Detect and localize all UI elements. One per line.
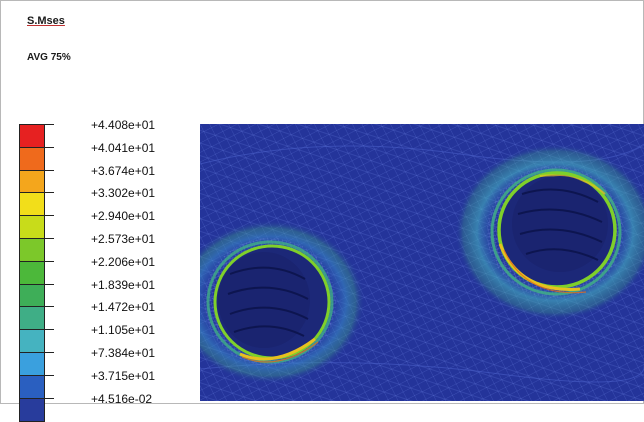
legend-value-label: +4.516e-02 (91, 391, 153, 406)
model-viewport[interactable] (200, 124, 644, 401)
legend-value-label: +1.472e+01 (91, 300, 156, 315)
legend-tick (44, 352, 54, 353)
legend-color-block (19, 306, 45, 331)
legend-color-block (19, 146, 45, 171)
legend-tick (44, 146, 54, 148)
legend-color-block (19, 397, 45, 422)
right-bolt-hole (455, 144, 644, 320)
legend-color-block (19, 238, 45, 262)
legend-value-label: +1.105e+01 (91, 323, 156, 338)
legend-tick (44, 169, 54, 171)
legend-color-block (19, 260, 45, 285)
averaging-label: AVG 75% (27, 52, 71, 63)
legend-value-label: +4.408e+01 (91, 118, 156, 132)
legend-tick (44, 283, 54, 285)
legend-value-label: +3.674e+01 (91, 163, 156, 178)
legend-value-label: +3.302e+01 (91, 186, 156, 201)
legend-color-block (19, 124, 45, 148)
legend-color-block (19, 283, 45, 308)
legend-tick (44, 329, 54, 331)
legend-tick (44, 374, 54, 376)
legend-value-label: +7.384e+01 (91, 346, 156, 360)
legend-value-label: +1.839e+01 (91, 277, 156, 292)
legend-tick (44, 238, 54, 239)
variable-title: S.Mses (27, 15, 65, 27)
legend-tick (44, 192, 54, 194)
fe-mesh-model[interactable] (200, 124, 644, 401)
contour-legend (19, 124, 54, 422)
legend-color-block (19, 374, 45, 399)
legend-color-block (19, 169, 45, 194)
legend-color-block (19, 352, 45, 376)
legend-tick (44, 397, 54, 399)
legend-value-label: +4.041e+01 (91, 140, 156, 155)
legend-color-block (19, 329, 45, 354)
legend-value-label: +3.715e+01 (91, 368, 156, 383)
legend-value-label: +2.573e+01 (91, 232, 156, 246)
legend-tick (44, 215, 54, 217)
legend-tick (44, 306, 54, 308)
legend-color-block (19, 215, 45, 240)
legend-color-block (19, 192, 45, 217)
legend-value-label: +2.940e+01 (91, 209, 156, 224)
legend-value-label: +2.206e+01 (91, 254, 156, 269)
legend-tick (44, 124, 54, 125)
left-bolt-hole (200, 220, 365, 384)
legend-tick (44, 260, 54, 262)
